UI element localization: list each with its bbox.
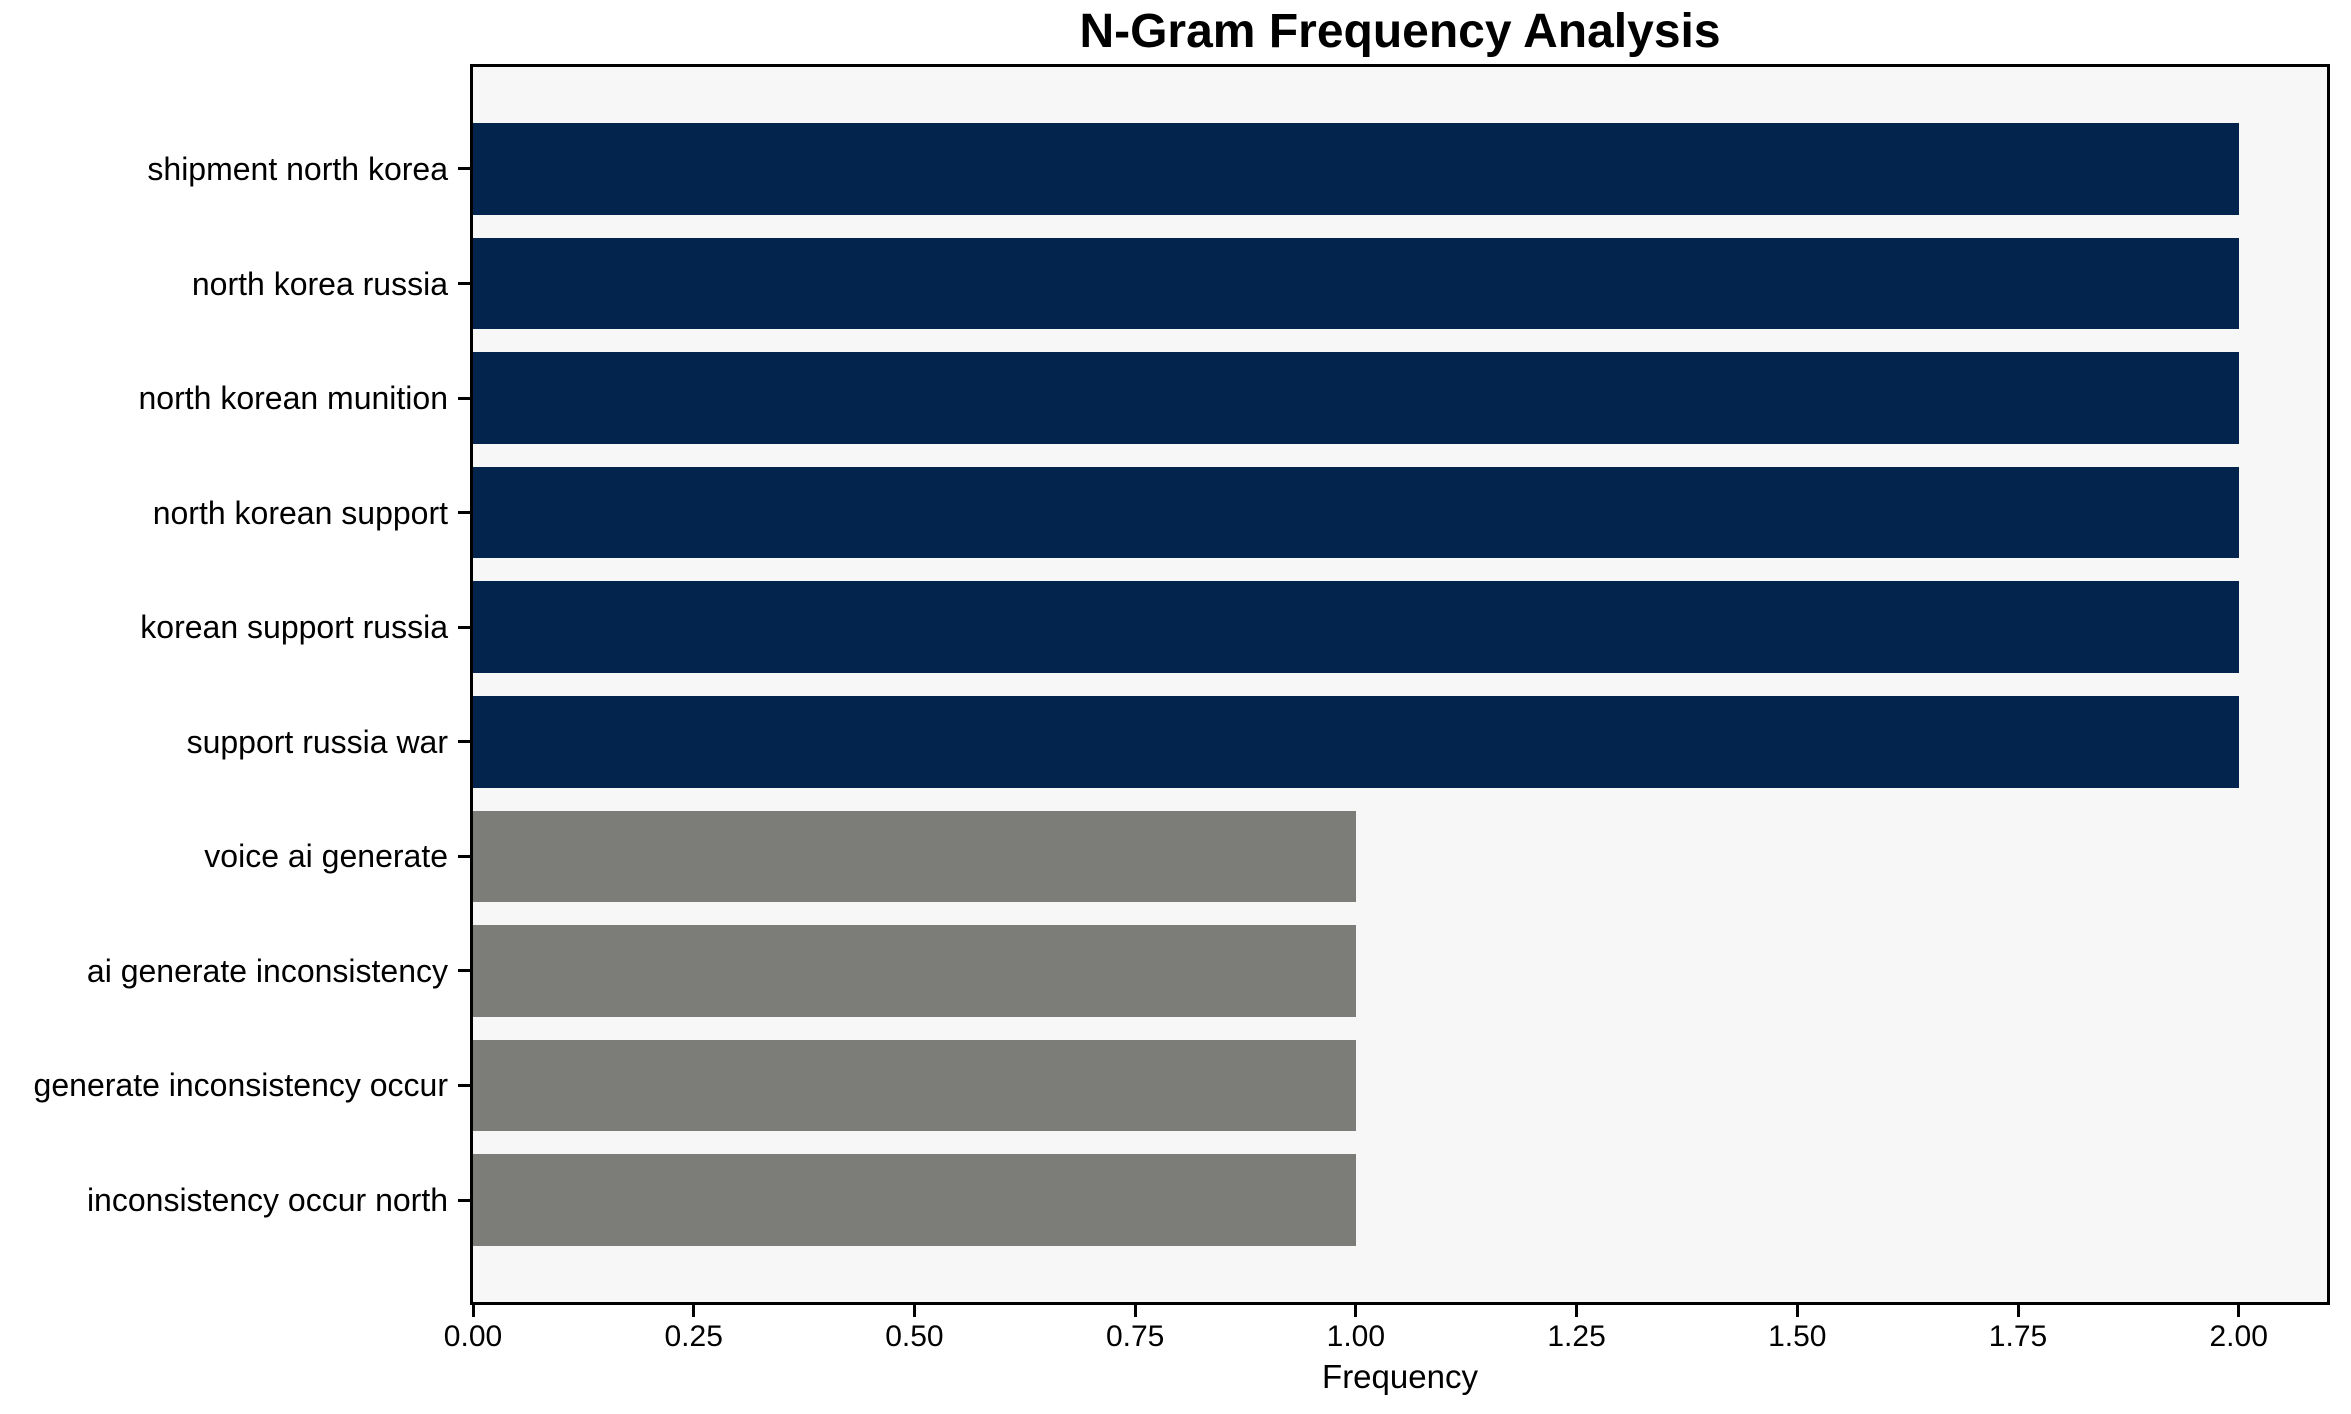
x-tick-label: 1.75 [1988, 1320, 2048, 1353]
bar [473, 810, 1356, 903]
x-tick-label: 1.25 [1547, 1320, 1606, 1353]
x-tick-label: 1.50 [1768, 1320, 1827, 1353]
x-tick-label: 0.50 [885, 1320, 944, 1353]
y-tick-mark [458, 969, 470, 973]
y-tick-mark [458, 625, 470, 629]
x-tick-mark [471, 1305, 475, 1317]
bar [473, 1039, 1356, 1132]
x-axis-label: Frequency [1322, 1358, 1478, 1395]
y-tick-mark [458, 740, 470, 744]
y-tick-label: north korean munition [138, 380, 448, 417]
y-tick-mark [458, 1083, 470, 1087]
x-tick-label: 2.00 [2209, 1320, 2268, 1353]
x-tick-mark [2237, 1305, 2241, 1317]
x-tick-label: 1.00 [1326, 1320, 1386, 1353]
y-tick-label: generate inconsistency occur [33, 1067, 448, 1104]
y-tick-mark [458, 854, 470, 858]
x-tick-label: 0.00 [443, 1320, 503, 1353]
y-tick-mark [458, 282, 470, 286]
bar [473, 925, 1356, 1017]
y-tick-label: korean support russia [140, 609, 448, 646]
x-tick-label: 0.75 [1105, 1320, 1165, 1353]
chart-title: N-Gram Frequency Analysis [1079, 5, 1721, 58]
y-tick-mark [458, 1198, 470, 1202]
x-tick-mark [1575, 1305, 1579, 1317]
bar [473, 352, 2239, 444]
y-tick-mark [458, 511, 470, 515]
y-tick-label: inconsistency occur north [86, 1182, 448, 1219]
plot-area [470, 64, 2330, 1305]
y-tick-label: voice ai generate [204, 838, 448, 875]
y-tick-label: ai generate inconsistency [86, 952, 448, 989]
y-tick-label: shipment north korea [147, 150, 448, 187]
y-tick-mark [458, 396, 470, 400]
bar [473, 695, 2239, 788]
y-tick-label: support russia war [186, 723, 448, 760]
bar [473, 466, 2239, 559]
x-tick-mark [2016, 1305, 2020, 1317]
x-tick-label: 0.25 [664, 1320, 723, 1353]
bar [473, 1154, 1356, 1246]
bar [473, 581, 2239, 674]
x-tick-mark [692, 1305, 696, 1317]
y-tick-mark [458, 167, 470, 171]
bar [473, 123, 2239, 215]
x-tick-mark [1354, 1305, 1358, 1317]
y-tick-label: north korean support [152, 494, 448, 531]
x-tick-mark [912, 1305, 916, 1317]
x-tick-mark [1795, 1305, 1799, 1317]
x-tick-mark [1133, 1305, 1137, 1317]
bar [473, 237, 2239, 330]
y-tick-label: north korea russia [191, 265, 448, 302]
